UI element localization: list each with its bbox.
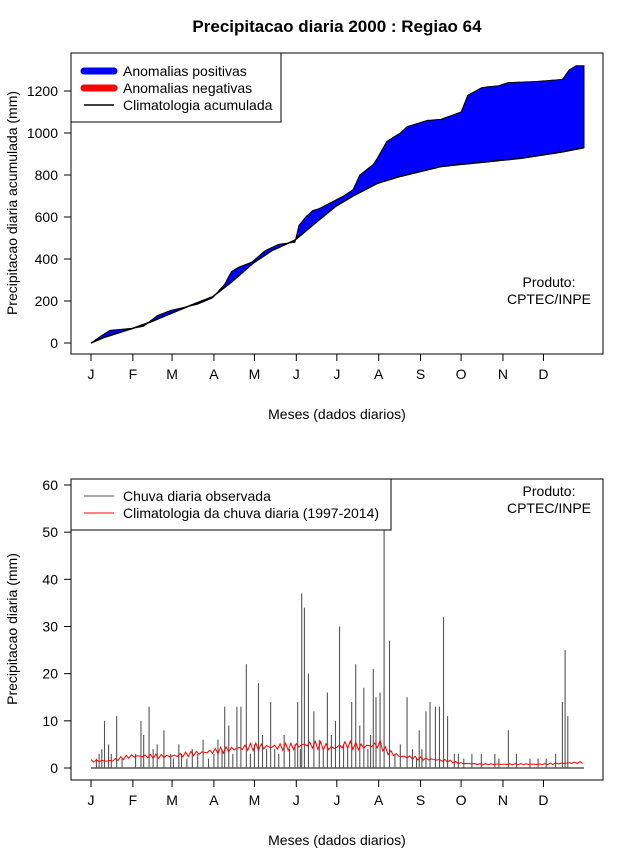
y-tick-label: 1000 xyxy=(27,125,58,141)
y-tick-label: 200 xyxy=(35,293,59,309)
bottom-annotation-line1: Produto: xyxy=(523,483,576,499)
x-tick-label: F xyxy=(129,366,138,382)
top-y-axis: 0 200 400 600 800 1000 1200 xyxy=(27,83,72,351)
x-tick-label: A xyxy=(374,792,384,808)
legend-label-observed: Chuva diaria observada xyxy=(123,488,271,504)
bottom-y-label: Precipitacao diaria (mm) xyxy=(4,553,20,705)
top-chart: 0 200 400 600 800 1000 1200 J F M A M J J A S O N D Preci… xyxy=(4,52,604,422)
bottom-annotation-line2: CPTEC/INPE xyxy=(507,500,591,516)
climatology-cumulative-line xyxy=(90,146,585,344)
x-tick-label: M xyxy=(249,366,261,382)
bottom-legend-box xyxy=(70,478,392,531)
x-tick-label: D xyxy=(538,366,548,382)
bottom-legend: Chuva diaria observada Climatologia da c… xyxy=(70,478,392,531)
x-tick-label: J xyxy=(88,366,95,382)
top-annotation-line1: Produto: xyxy=(523,274,576,290)
legend-label-clim-daily: Climatologia da chuva diaria (1997-2014) xyxy=(123,505,379,521)
top-legend: Anomalias positivas Anomalias negativas … xyxy=(70,52,282,123)
bottom-x-label: Meses (dados diarios) xyxy=(268,832,406,848)
y-tick-label: 1200 xyxy=(27,83,58,99)
legend-label-climatology: Climatologia acumulada xyxy=(123,97,273,113)
x-tick-label: S xyxy=(416,792,425,808)
bottom-plot-area xyxy=(90,522,584,769)
y-tick-label: 0 xyxy=(50,335,58,351)
top-x-label: Meses (dados diarios) xyxy=(268,406,406,422)
x-tick-label: J xyxy=(88,792,95,808)
x-tick-label: M xyxy=(249,792,261,808)
top-plot-area xyxy=(90,65,585,344)
chart-title: Precipitacao diaria 2000 : Regiao 64 xyxy=(192,17,482,36)
y-tick-label: 600 xyxy=(35,209,59,225)
x-tick-label: O xyxy=(456,366,467,382)
y-tick-label: 10 xyxy=(42,713,58,729)
climatology-daily-line xyxy=(90,739,583,766)
y-tick-label: 60 xyxy=(42,477,58,493)
top-y-label: Precipitacao diaria acumulada (mm) xyxy=(4,91,20,315)
x-tick-label: O xyxy=(456,792,467,808)
y-tick-label: 400 xyxy=(35,251,59,267)
x-tick-label: F xyxy=(129,792,138,808)
x-tick-label: J xyxy=(333,366,340,382)
y-tick-label: 50 xyxy=(42,524,58,540)
x-tick-label: J xyxy=(293,366,300,382)
x-tick-label: N xyxy=(498,792,508,808)
top-annotation-line2: CPTEC/INPE xyxy=(507,291,591,307)
y-tick-label: 0 xyxy=(50,760,58,776)
legend-label-positive: Anomalias positivas xyxy=(123,63,247,79)
x-tick-label: A xyxy=(374,366,384,382)
x-tick-label: J xyxy=(293,792,300,808)
y-tick-label: 20 xyxy=(42,666,58,682)
bottom-y-axis: 0 10 20 30 40 50 60 xyxy=(42,477,72,776)
y-tick-label: 800 xyxy=(35,167,59,183)
x-tick-label: M xyxy=(166,792,178,808)
x-tick-label: J xyxy=(333,792,340,808)
bottom-chart: 0 10 20 30 40 50 60 J F M A M J J A S O N D Precipitacao … xyxy=(4,477,604,848)
y-tick-label: 40 xyxy=(42,571,58,587)
legend-label-negative: Anomalias negativas xyxy=(123,80,252,96)
x-tick-label: A xyxy=(209,366,219,382)
x-tick-label: N xyxy=(498,366,508,382)
y-tick-label: 30 xyxy=(42,619,58,635)
x-tick-label: S xyxy=(416,366,425,382)
x-tick-label: D xyxy=(538,792,548,808)
x-tick-label: A xyxy=(209,792,219,808)
x-tick-label: M xyxy=(166,366,178,382)
